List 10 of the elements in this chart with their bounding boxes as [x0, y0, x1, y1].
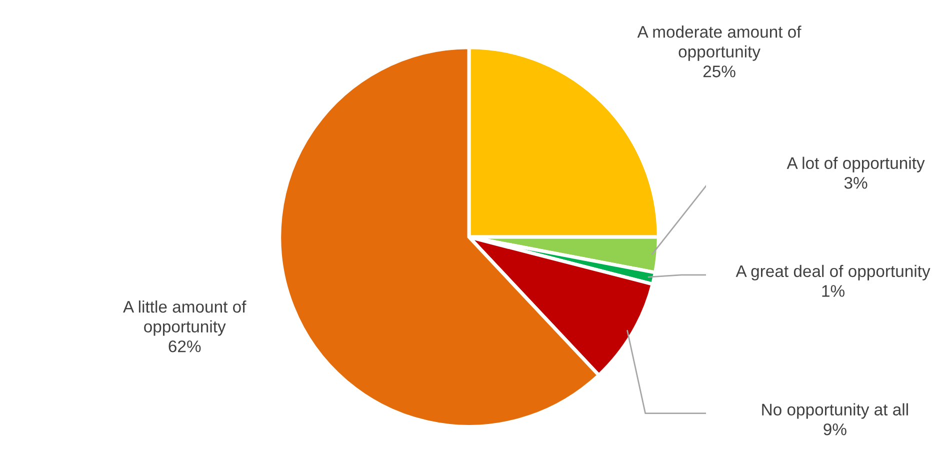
data-label: 9%	[824, 423, 846, 436]
data-label: 1%	[822, 285, 844, 297]
data-label: 25%	[703, 66, 736, 78]
slice-label: A little amount of opportunity	[123, 300, 246, 336]
data-label: 62%	[168, 340, 201, 352]
slice-label: A lot of opportunity	[786, 156, 925, 172]
data-label: 3%	[844, 176, 868, 189]
slice-label: A moderate amount of opportunity	[637, 26, 802, 61]
slice-label: No opportunity at all	[762, 403, 908, 419]
slice-label: A great deal of opportunity	[736, 264, 930, 280]
